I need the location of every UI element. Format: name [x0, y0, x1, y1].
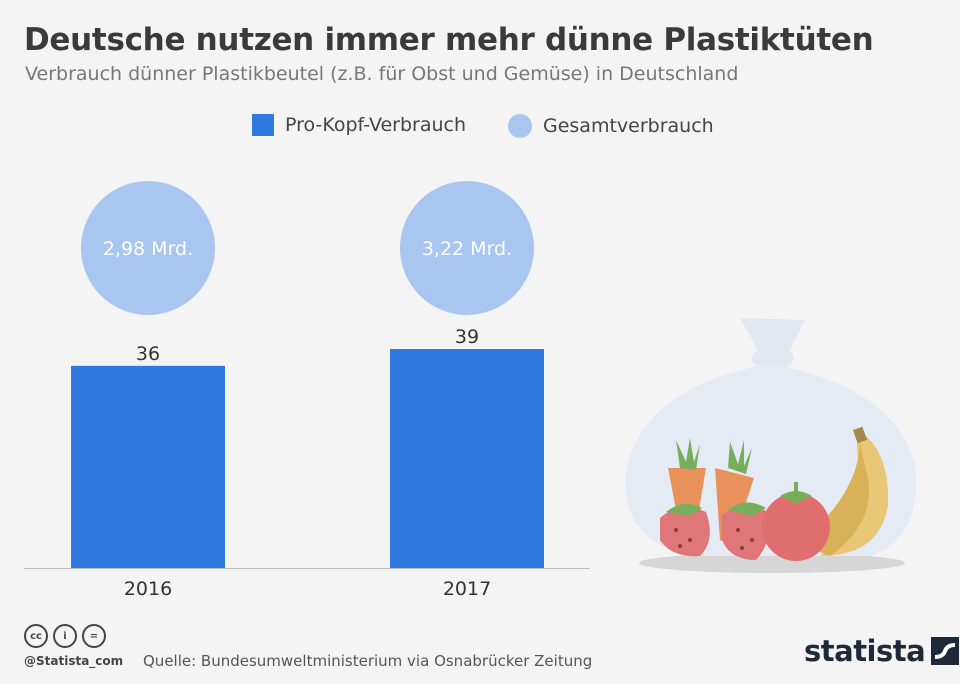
bar-value-label: 36: [136, 343, 160, 365]
bubble-2016: [81, 181, 215, 315]
legend-item-pro-kopf: Pro-Kopf-Verbrauch: [252, 114, 466, 136]
cc-icon[interactable]: cc: [24, 624, 48, 648]
brand-name: statista: [804, 634, 926, 668]
legend-swatch-square: [252, 114, 274, 136]
chart-subtitle: Verbrauch dünner Plastikbeutel (z.B. für…: [25, 63, 739, 85]
bag-illustration: [625, 318, 917, 573]
chart-title: Deutsche nutzen immer mehr dünne Plastik…: [24, 22, 874, 58]
bubble-value-label: 3,22 Mrd.: [422, 238, 512, 260]
statista-mark-icon: [931, 637, 960, 665]
bar-2017: [390, 349, 544, 568]
bar-2016: [71, 365, 225, 568]
legend-label: Pro-Kopf-Verbrauch: [285, 114, 467, 136]
legend-item-gesamt: Gesamtverbrauch: [508, 114, 714, 138]
license-icons: cc i =: [24, 624, 106, 648]
bubble-value-label: 2,98 Mrd.: [103, 238, 193, 260]
x-tick-label: 2017: [443, 578, 491, 600]
statista-logo[interactable]: statista: [804, 634, 960, 668]
bar-value-label: 39: [455, 326, 479, 348]
legend-label: Gesamtverbrauch: [543, 115, 714, 137]
legend-swatch-circle: [508, 114, 532, 138]
bubble-2017: [400, 181, 534, 315]
legend: Pro-Kopf-Verbrauch Gesamtverbrauch: [0, 114, 960, 144]
source-note: Quelle: Bundesumweltministerium via Osna…: [143, 652, 593, 670]
statista-handle[interactable]: @Statista_com: [24, 654, 124, 668]
x-tick-label: 2016: [124, 578, 172, 600]
no-derivatives-icon[interactable]: =: [82, 624, 106, 648]
attribution-icon[interactable]: i: [53, 624, 77, 648]
